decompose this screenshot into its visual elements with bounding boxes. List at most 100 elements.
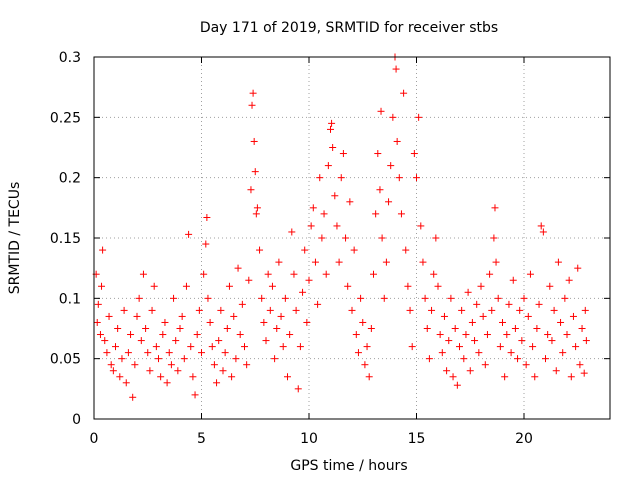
data-point: [146, 367, 154, 375]
data-point: [251, 168, 259, 176]
data-point: [252, 210, 260, 218]
data-point: [225, 282, 233, 290]
y-axis-label: SRMTID / TECUs: [7, 182, 23, 295]
data-point: [350, 246, 358, 254]
data-point: [324, 162, 332, 170]
data-point: [127, 331, 135, 339]
data-point: [565, 276, 573, 284]
data-point: [101, 337, 109, 345]
data-point: [266, 306, 274, 314]
data-point: [124, 349, 132, 357]
data-point: [327, 125, 334, 133]
data-point: [511, 325, 519, 332]
data-point: [93, 318, 101, 326]
data-point: [120, 306, 128, 314]
data-point: [109, 367, 117, 375]
data-point: [250, 137, 258, 145]
data-point: [393, 137, 401, 145]
data-point: [389, 113, 397, 121]
data-point: [359, 318, 367, 326]
data-point: [471, 337, 479, 345]
data-point: [107, 361, 115, 369]
data-point: [150, 282, 158, 290]
data-point: [273, 325, 281, 332]
data-point: [367, 325, 375, 332]
data-point: [574, 264, 582, 272]
data-point: [453, 381, 461, 389]
data-point: [460, 355, 468, 363]
data-point: [406, 306, 414, 314]
data-point: [198, 349, 205, 357]
data-point: [580, 369, 588, 377]
data-point: [494, 294, 502, 302]
data-point: [161, 318, 169, 326]
data-point: [337, 174, 345, 182]
data-point: [561, 294, 569, 302]
data-point: [552, 367, 560, 375]
data-point: [363, 343, 371, 351]
data-point: [189, 373, 197, 381]
data-point: [236, 331, 244, 339]
data-point: [279, 343, 287, 351]
data-point: [507, 349, 515, 357]
data-point: [509, 276, 517, 284]
data-point: [581, 306, 589, 314]
data-point: [112, 343, 119, 351]
data-point: [219, 367, 227, 375]
data-point: [288, 228, 296, 236]
data-point: [361, 361, 369, 369]
data-point: [342, 234, 350, 242]
data-point: [241, 343, 248, 351]
y-tick-label: 0.2: [59, 171, 81, 187]
data-point: [400, 89, 408, 97]
data-point: [434, 282, 442, 290]
data-point: [335, 258, 343, 266]
data-point: [458, 306, 466, 314]
data-point: [486, 270, 494, 278]
y-tick-label: 0.1: [59, 291, 81, 307]
y-tick-label: 0.05: [50, 352, 81, 368]
data-point: [94, 300, 102, 308]
data-point: [557, 318, 565, 326]
data-point: [348, 306, 356, 314]
data-point: [262, 337, 270, 345]
data-point: [217, 306, 225, 314]
data-point: [354, 349, 362, 357]
data-point: [260, 318, 268, 326]
data-point: [438, 349, 446, 357]
data-point: [165, 349, 173, 357]
data-point: [563, 331, 571, 339]
data-point: [333, 222, 341, 230]
data-point: [410, 150, 418, 158]
data-point: [449, 373, 457, 381]
data-point: [264, 270, 272, 278]
data-point: [133, 312, 141, 320]
data-point: [522, 361, 530, 369]
data-point: [576, 361, 584, 369]
data-point: [122, 379, 130, 387]
data-point: [464, 288, 472, 296]
data-point: [213, 379, 221, 387]
data-point: [170, 294, 178, 302]
y-tick-labels: 0 0.05 0.1 0.15 0.2 0.25 0.3: [50, 50, 81, 428]
data-point: [378, 234, 386, 242]
data-point: [182, 282, 190, 290]
data-point: [516, 306, 524, 314]
data-point: [248, 101, 256, 109]
data-point: [232, 355, 240, 363]
data-point: [483, 331, 491, 339]
data-point: [499, 318, 506, 326]
data-point: [436, 331, 444, 339]
data-point: [535, 300, 543, 308]
data-point: [417, 222, 425, 230]
data-point: [473, 300, 481, 308]
data-point: [187, 343, 195, 351]
data-point: [479, 312, 487, 320]
data-point: [466, 367, 474, 375]
data-point: [139, 270, 147, 278]
data-point: [518, 337, 526, 345]
data-point: [443, 367, 451, 375]
data-point: [415, 113, 423, 121]
data-point: [258, 294, 266, 302]
data-point: [440, 312, 448, 320]
